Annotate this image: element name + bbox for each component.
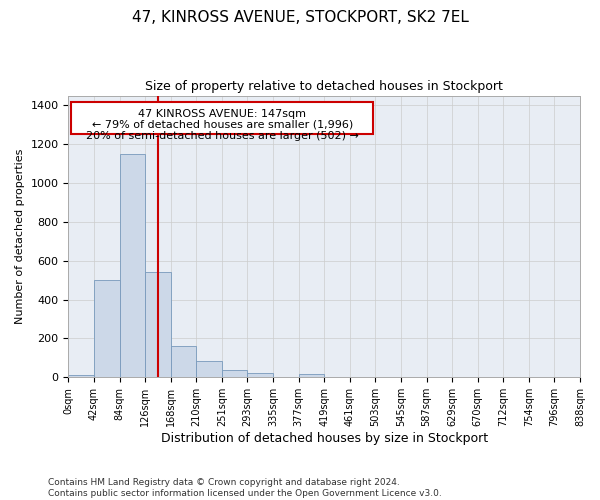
Text: Contains HM Land Registry data © Crown copyright and database right 2024.
Contai: Contains HM Land Registry data © Crown c… [48, 478, 442, 498]
Bar [119, 154, 145, 378]
Text: 47 KINROSS AVENUE: 147sqm: 47 KINROSS AVENUE: 147sqm [138, 109, 306, 119]
Bar [299, 374, 324, 378]
Text: 20% of semi-detached houses are larger (502) →: 20% of semi-detached houses are larger (… [86, 130, 359, 140]
Bar [94, 280, 119, 378]
Bar [68, 376, 94, 378]
Y-axis label: Number of detached properties: Number of detached properties [15, 149, 25, 324]
Bar [222, 370, 247, 378]
Bar [171, 346, 196, 378]
X-axis label: Distribution of detached houses by size in Stockport: Distribution of detached houses by size … [161, 432, 488, 445]
Bar [196, 361, 222, 378]
Bar [247, 374, 273, 378]
Text: ← 79% of detached houses are smaller (1,996): ← 79% of detached houses are smaller (1,… [92, 120, 353, 130]
Text: 47, KINROSS AVENUE, STOCKPORT, SK2 7EL: 47, KINROSS AVENUE, STOCKPORT, SK2 7EL [131, 10, 469, 25]
Bar [145, 272, 171, 378]
Title: Size of property relative to detached houses in Stockport: Size of property relative to detached ho… [145, 80, 503, 93]
FancyBboxPatch shape [71, 102, 373, 134]
